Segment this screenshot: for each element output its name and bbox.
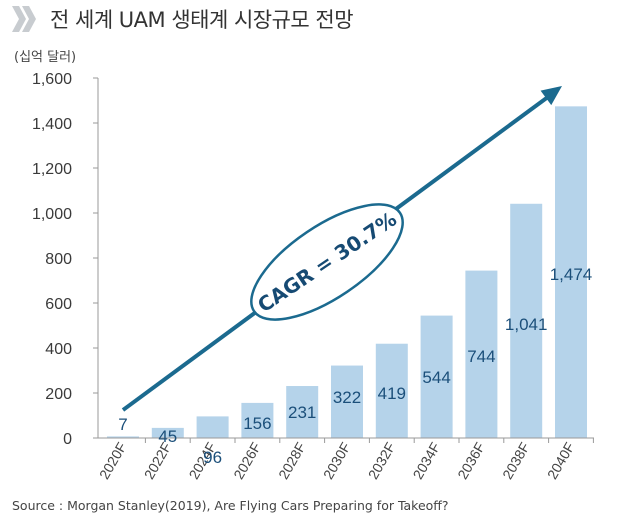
chart-header: 전 세계 UAM 생태계 시장규모 전망 bbox=[12, 4, 354, 34]
y-tick-label: 0 bbox=[63, 431, 72, 448]
bar bbox=[510, 203, 543, 438]
data-label: 156 bbox=[243, 414, 271, 433]
y-tick-label: 1,200 bbox=[32, 161, 72, 178]
cagr-badge: CAGR = 30.7% bbox=[250, 203, 404, 321]
data-label: 7 bbox=[118, 415, 127, 434]
bar bbox=[241, 402, 274, 438]
cagr-ellipse bbox=[250, 203, 404, 321]
y-axis-unit: (십억 달러) bbox=[14, 50, 77, 65]
data-label: 544 bbox=[422, 368, 450, 387]
x-tick-label: 2040F bbox=[544, 440, 578, 482]
x-tick-label: 2028F bbox=[275, 440, 309, 482]
y-tick-label: 600 bbox=[45, 296, 72, 313]
source-note: Source : Morgan Stanley(2019), Are Flyin… bbox=[12, 498, 449, 513]
double-chevron-icon bbox=[12, 6, 36, 32]
y-tick-label: 1,000 bbox=[32, 206, 72, 223]
data-label: 744 bbox=[467, 347, 495, 366]
x-tick-label: 2032F bbox=[365, 440, 399, 482]
data-label: 1,041 bbox=[505, 315, 548, 334]
x-tick-label: 2020F bbox=[96, 440, 130, 482]
bar bbox=[331, 365, 363, 438]
data-label: 322 bbox=[333, 388, 361, 407]
x-tick-label: 2026F bbox=[230, 440, 264, 482]
x-tick-label: 2036F bbox=[454, 440, 488, 482]
bar bbox=[375, 343, 408, 438]
bar bbox=[107, 436, 139, 438]
y-tick-label: 200 bbox=[45, 386, 72, 403]
bar bbox=[555, 106, 587, 438]
chart-title: 전 세계 UAM 생태계 시장규모 전망 bbox=[50, 8, 354, 32]
bar-series bbox=[107, 106, 587, 438]
bar bbox=[465, 270, 498, 438]
data-label: 419 bbox=[378, 384, 406, 403]
y-axis: 0 200 400 600 800 1,000 1,200 1,400 1,600 bbox=[32, 71, 99, 448]
data-label: 96 bbox=[203, 448, 222, 467]
bar bbox=[420, 315, 453, 438]
y-tick-label: 400 bbox=[45, 341, 72, 358]
bar-chart: 0 200 400 600 800 1,000 1,200 1,400 1,600 2020F 2… bbox=[32, 71, 594, 482]
data-label: 231 bbox=[288, 403, 316, 422]
x-tick-label: 2038F bbox=[499, 440, 533, 482]
arrow-head bbox=[540, 86, 562, 106]
x-tick-label: 2030F bbox=[320, 440, 354, 482]
data-labels: 7 45 96 156 231 322 419 544 744 1,041 1,474 bbox=[118, 265, 592, 467]
bar bbox=[286, 386, 319, 438]
data-label: 1,474 bbox=[550, 265, 593, 284]
y-tick-label: 800 bbox=[45, 251, 72, 268]
y-tick-label: 1,400 bbox=[32, 116, 72, 133]
y-tick-label: 1,600 bbox=[32, 71, 72, 88]
cagr-annotation: CAGR = 30.7% bbox=[250, 203, 404, 321]
x-tick-label: 2034F bbox=[409, 440, 443, 482]
bar bbox=[196, 416, 229, 438]
bar bbox=[151, 427, 184, 438]
data-label: 45 bbox=[158, 427, 177, 446]
